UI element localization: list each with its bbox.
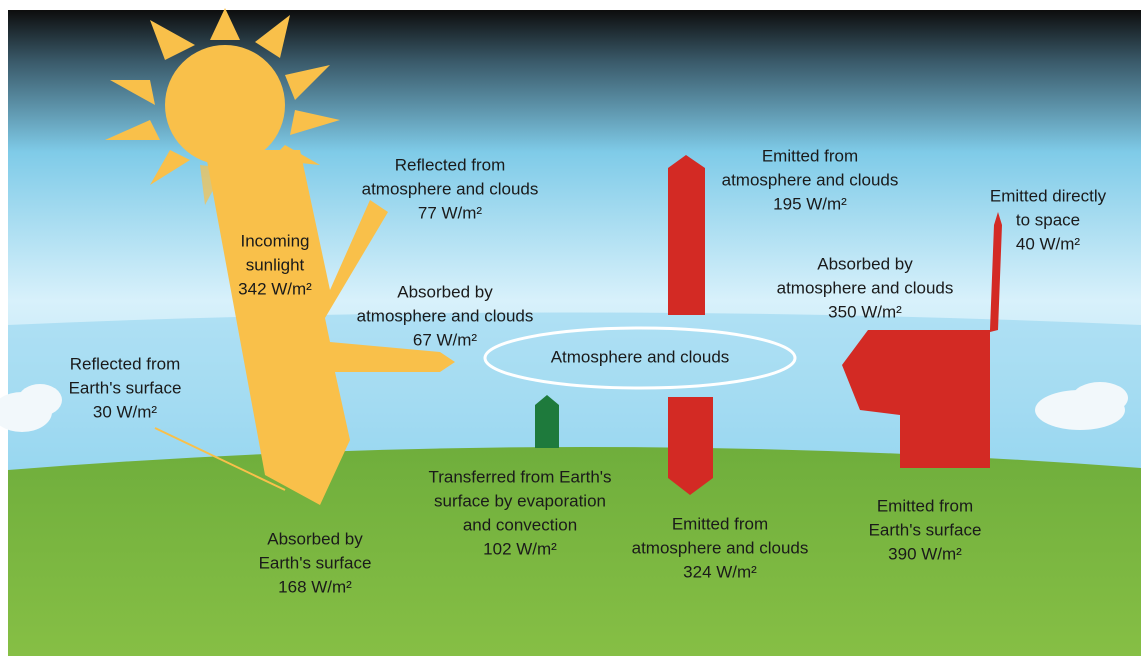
flow-label: 40 W/m² [1016, 234, 1081, 253]
atmosphere-ellipse [483, 326, 797, 390]
labels: Incoming sunlight 342 W/m² Reflected from at… [69, 146, 1107, 596]
flow-label: Emitted directly [990, 186, 1107, 205]
flow-label: atmosphere and clouds [777, 278, 954, 297]
clouds [0, 382, 1128, 432]
flow-label: 324 W/m² [683, 562, 757, 581]
flow-label: Reflected from [395, 155, 506, 174]
flow-label: Earth's surface [69, 378, 182, 397]
flow-label: Emitted from [877, 496, 973, 515]
flow-label: atmosphere and clouds [362, 179, 539, 198]
reflected-surface-line [154, 427, 286, 491]
flow-label: 102 W/m² [483, 539, 557, 558]
flow-label: Emitted from [672, 514, 768, 533]
flow-label: 77 W/m² [418, 203, 483, 222]
flow-label: 195 W/m² [773, 194, 847, 213]
flow-label: Absorbed by [817, 254, 913, 273]
flow-label: Absorbed by [397, 282, 493, 301]
flow-label: 390 W/m² [888, 544, 962, 563]
flow-label: sunlight [246, 255, 305, 274]
flow-label: 67 W/m² [413, 330, 478, 349]
flow-label: Absorbed by [267, 529, 363, 548]
atmosphere-label: Atmosphere and clouds [551, 347, 730, 366]
flow-label: atmosphere and clouds [357, 306, 534, 325]
flow-label: surface by evaporation [434, 491, 606, 510]
solar-flows [205, 150, 455, 505]
flow-label: 350 W/m² [828, 302, 902, 321]
flow-label: atmosphere and clouds [722, 170, 899, 189]
flow-label: Transferred from Earth's [428, 467, 611, 486]
flow-label: Earth's surface [259, 553, 372, 572]
flow-label: Emitted from [762, 146, 858, 165]
flow-label: 342 W/m² [238, 279, 312, 298]
ground [8, 446, 1141, 656]
flow-label: Reflected from [70, 354, 181, 373]
flow-label: atmosphere and clouds [632, 538, 809, 557]
flow-label: to space [1016, 210, 1080, 229]
flow-label: 168 W/m² [278, 577, 352, 596]
flow-label: and convection [463, 515, 577, 534]
flow-label: Earth's surface [869, 520, 982, 539]
evaporation-flow [535, 395, 559, 448]
sun [105, 8, 340, 215]
flow-label: 30 W/m² [93, 402, 158, 421]
flow-label: Incoming [241, 231, 310, 250]
infrared-flows [668, 155, 1002, 495]
